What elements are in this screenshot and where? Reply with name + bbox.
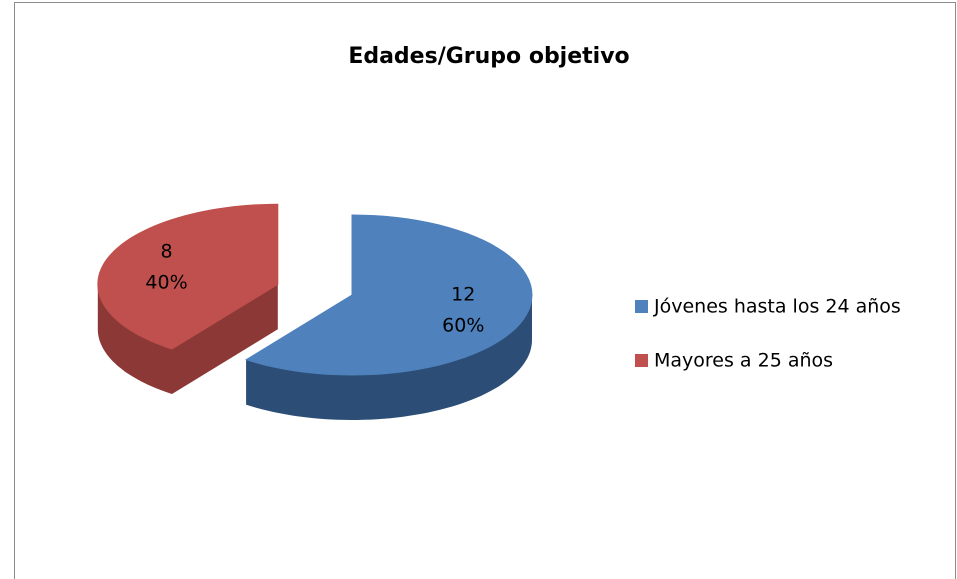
slice <box>97 203 279 350</box>
slice-cut-face <box>172 284 278 394</box>
data-label-percent: 60% <box>442 315 484 337</box>
data-label-percent: 40% <box>145 272 187 294</box>
chart-title: Edades/Grupo objetivo <box>348 44 629 69</box>
legend-label: Jóvenes hasta los 24 años <box>653 296 901 318</box>
legend-label: Mayores a 25 años <box>654 350 833 372</box>
slice-side <box>97 284 172 394</box>
legend-swatch <box>635 354 648 367</box>
data-label-value: 8 <box>160 241 172 263</box>
legend-swatch <box>635 300 648 313</box>
data-label-value: 12 <box>451 284 475 306</box>
slice <box>244 214 533 376</box>
slice-side <box>246 295 532 420</box>
